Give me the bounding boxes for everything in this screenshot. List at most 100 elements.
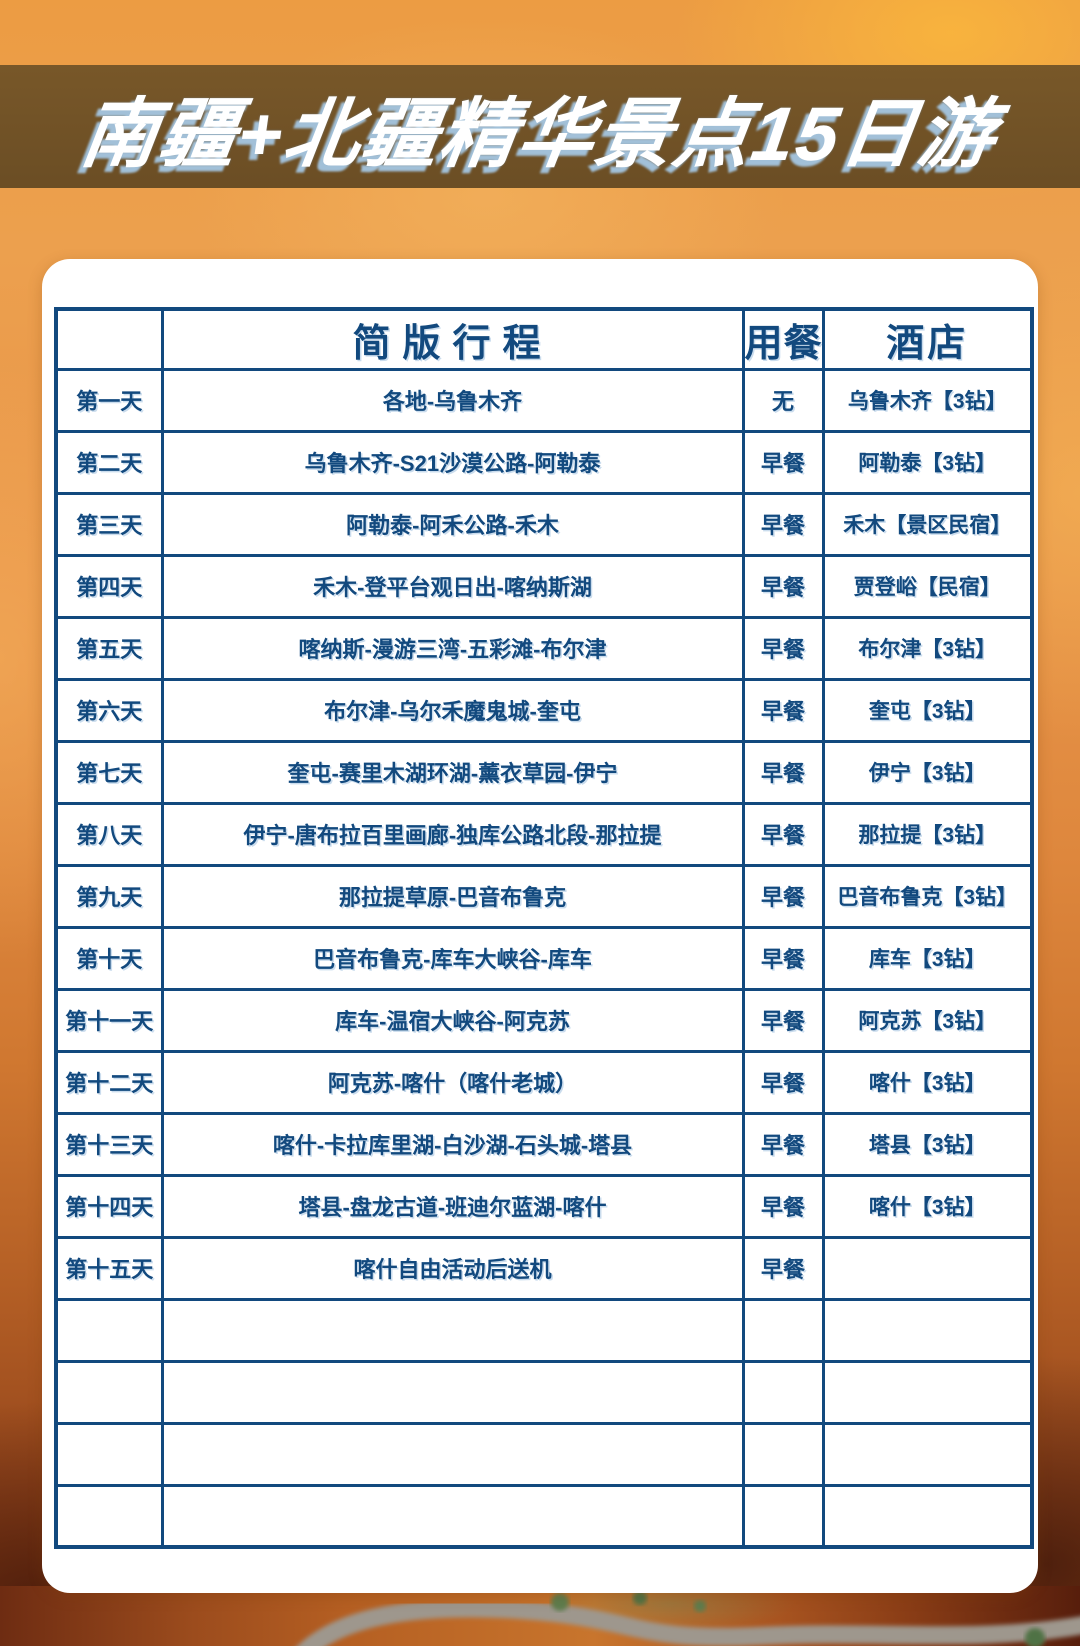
header-hotel: 酒店 xyxy=(821,307,1034,371)
cell-meals: 早餐 xyxy=(741,987,825,1053)
cell-hotel: 库车【3钻】 xyxy=(821,925,1034,991)
table-row: 第十二天 阿克苏-喀什（喀什老城） 早餐 喀什【3钻】 xyxy=(54,1049,1034,1115)
cell-hotel: 布尔津【3钻】 xyxy=(821,615,1034,681)
cell-meals: 早餐 xyxy=(741,491,825,557)
cell-day xyxy=(54,1297,164,1363)
table-row-empty xyxy=(54,1359,1034,1425)
cell-day: 第三天 xyxy=(54,491,164,557)
cell-day: 第二天 xyxy=(54,429,164,495)
table-row: 第四天 禾木-登平台观日出-喀纳斯湖 早餐 贾登峪【民宿】 xyxy=(54,553,1034,619)
itinerary-card: 简版行程 用餐 酒店 第一天 各地-乌鲁木齐无乌鲁木齐【3钻】 第二天 乌鲁木齐-S2… xyxy=(42,259,1038,1593)
cell-hotel: 禾木【景区民宿】 xyxy=(821,491,1034,557)
cell-meals: 早餐 xyxy=(741,1049,825,1115)
cell-hotel xyxy=(821,1235,1034,1301)
cell-hotel: 阿勒泰【3钻】 xyxy=(821,429,1034,495)
cell-meals: 早餐 xyxy=(741,1235,825,1301)
cell-day: 第五天 xyxy=(54,615,164,681)
table-row: 第一天 各地-乌鲁木齐无乌鲁木齐【3钻】 xyxy=(54,367,1034,433)
cell-day: 第十一天 xyxy=(54,987,164,1053)
cell-meals xyxy=(741,1483,825,1549)
cell-day: 第七天 xyxy=(54,739,164,805)
table-row: 第十四天 塔县-盘龙古道-班迪尔蓝湖-喀什 早餐 喀什【3钻】 xyxy=(54,1173,1034,1239)
cell-day: 第十二天 xyxy=(54,1049,164,1115)
cell-itinerary: 喀什自由活动后送机 xyxy=(160,1235,745,1301)
cell-day xyxy=(54,1421,164,1487)
cell-hotel xyxy=(821,1297,1034,1363)
cell-hotel: 贾登峪【民宿】 xyxy=(821,553,1034,619)
cell-hotel: 喀什【3钻】 xyxy=(821,1173,1034,1239)
title-band: 南疆+北疆精华景点15日游 xyxy=(0,65,1080,188)
cell-day xyxy=(54,1483,164,1549)
cell-itinerary: 布尔津-乌尔禾魔鬼城-奎屯 xyxy=(160,677,745,743)
cell-hotel: 那拉提【3钻】 xyxy=(821,801,1034,867)
header-meals: 用餐 xyxy=(741,307,825,371)
cell-meals: 早餐 xyxy=(741,1111,825,1177)
cell-hotel xyxy=(821,1483,1034,1549)
cell-hotel: 乌鲁木齐【3钻】 xyxy=(821,367,1034,433)
cell-itinerary xyxy=(160,1421,745,1487)
cell-itinerary: 乌鲁木齐-S21沙漠公路-阿勒泰 xyxy=(160,429,745,495)
table-row: 第七天 奎屯-赛里木湖环湖-薰衣草园-伊宁 早餐 伊宁【3钻】 xyxy=(54,739,1034,805)
cell-meals: 早餐 xyxy=(741,553,825,619)
table-row: 第十三天 喀什-卡拉库里湖-白沙湖-石头城-塔县 早餐 塔县【3钻】 xyxy=(54,1111,1034,1177)
cell-itinerary: 伊宁-唐布拉百里画廊-独库公路北段-那拉提 xyxy=(160,801,745,867)
table-row-empty xyxy=(54,1421,1034,1487)
cell-itinerary: 奎屯-赛里木湖环湖-薰衣草园-伊宁 xyxy=(160,739,745,805)
cell-meals xyxy=(741,1359,825,1425)
table-row-empty xyxy=(54,1297,1034,1363)
table-row: 第八天 伊宁-唐布拉百里画廊-独库公路北段-那拉提 早餐 那拉提【3钻】 xyxy=(54,801,1034,867)
cell-hotel: 奎屯【3钻】 xyxy=(821,677,1034,743)
cell-day: 第十五天 xyxy=(54,1235,164,1301)
cell-itinerary: 喀什-卡拉库里湖-白沙湖-石头城-塔县 xyxy=(160,1111,745,1177)
cell-hotel: 喀什【3钻】 xyxy=(821,1049,1034,1115)
header-itinerary: 简版行程 xyxy=(160,307,745,371)
cell-day: 第四天 xyxy=(54,553,164,619)
cell-itinerary: 各地-乌鲁木齐 xyxy=(160,367,745,433)
itinerary-table: 简版行程 用餐 酒店 第一天 各地-乌鲁木齐无乌鲁木齐【3钻】 第二天 乌鲁木齐-S2… xyxy=(54,307,1034,1549)
cell-hotel: 巴音布鲁克【3钻】 xyxy=(821,863,1034,929)
itinerary-table-body: 第一天 各地-乌鲁木齐无乌鲁木齐【3钻】 第二天 乌鲁木齐-S21沙漠公路-阿勒泰 早餐… xyxy=(54,367,1034,1549)
winding-road-graphic xyxy=(297,1591,1080,1646)
cell-hotel xyxy=(821,1359,1034,1425)
cell-meals: 早餐 xyxy=(741,801,825,867)
cell-day xyxy=(54,1359,164,1425)
cell-meals: 早餐 xyxy=(741,615,825,681)
table-row: 第十天 巴音布鲁克-库车大峡谷-库车 早餐 库车【3钻】 xyxy=(54,925,1034,991)
cell-itinerary: 库车-温宿大峡谷-阿克苏 xyxy=(160,987,745,1053)
header-day xyxy=(54,307,164,371)
table-row: 第三天 阿勒泰-阿禾公路-禾木 早餐 禾木【景区民宿】 xyxy=(54,491,1034,557)
table-row: 第九天 那拉提草原-巴音布鲁克 早餐 巴音布鲁克【3钻】 xyxy=(54,863,1034,929)
cell-meals: 早餐 xyxy=(741,1173,825,1239)
cell-meals: 无 xyxy=(741,367,825,433)
cell-meals xyxy=(741,1297,825,1363)
cell-meals xyxy=(741,1421,825,1487)
cell-itinerary: 喀纳斯-漫游三湾-五彩滩-布尔津 xyxy=(160,615,745,681)
cell-meals: 早餐 xyxy=(741,863,825,929)
cell-itinerary: 塔县-盘龙古道-班迪尔蓝湖-喀什 xyxy=(160,1173,745,1239)
cell-itinerary: 阿克苏-喀什（喀什老城） xyxy=(160,1049,745,1115)
cell-hotel: 伊宁【3钻】 xyxy=(821,739,1034,805)
cell-itinerary xyxy=(160,1297,745,1363)
cell-day: 第九天 xyxy=(54,863,164,929)
table-row: 第五天 喀纳斯-漫游三湾-五彩滩-布尔津 早餐 布尔津【3钻】 xyxy=(54,615,1034,681)
cell-day: 第八天 xyxy=(54,801,164,867)
table-row: 第十一天 库车-温宿大峡谷-阿克苏 早餐 阿克苏【3钻】 xyxy=(54,987,1034,1053)
cell-day: 第六天 xyxy=(54,677,164,743)
cell-itinerary: 禾木-登平台观日出-喀纳斯湖 xyxy=(160,553,745,619)
cell-itinerary xyxy=(160,1359,745,1425)
cell-hotel: 塔县【3钻】 xyxy=(821,1111,1034,1177)
cell-day: 第十四天 xyxy=(54,1173,164,1239)
table-row: 第二天 乌鲁木齐-S21沙漠公路-阿勒泰 早餐 阿勒泰【3钻】 xyxy=(54,429,1034,495)
cell-itinerary: 阿勒泰-阿禾公路-禾木 xyxy=(160,491,745,557)
cell-itinerary xyxy=(160,1483,745,1549)
table-row-empty xyxy=(54,1483,1034,1549)
page-title: 南疆+北疆精华景点15日游 xyxy=(75,91,1003,177)
cell-day: 第十三天 xyxy=(54,1111,164,1177)
cell-meals: 早餐 xyxy=(741,739,825,805)
cell-itinerary: 巴音布鲁克-库车大峡谷-库车 xyxy=(160,925,745,991)
cell-day: 第一天 xyxy=(54,367,164,433)
table-row: 第十五天 喀什自由活动后送机 早餐 xyxy=(54,1235,1034,1301)
cell-meals: 早餐 xyxy=(741,925,825,991)
cell-day: 第十天 xyxy=(54,925,164,991)
